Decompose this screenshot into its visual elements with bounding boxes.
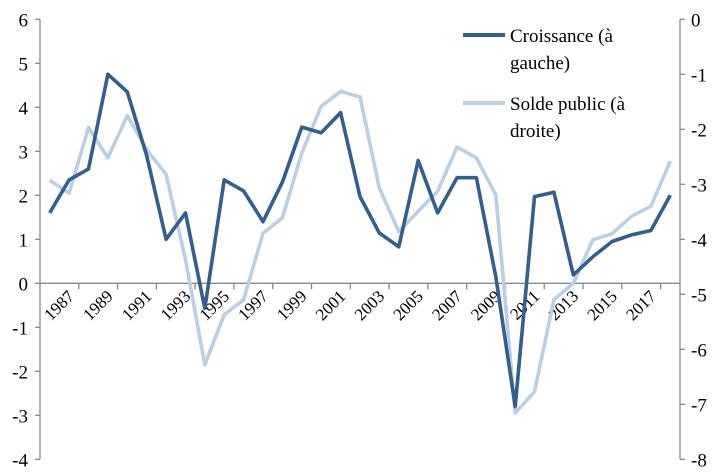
- x-tick-label: 2001: [312, 287, 349, 324]
- legend-label-solde-1: Solde public (à: [510, 94, 626, 115]
- x-tick-label: 2015: [583, 287, 620, 324]
- legend-label-croissance-2: gauche): [510, 53, 570, 74]
- left-tick-label: 0: [19, 274, 29, 295]
- left-tick-label: 2: [19, 186, 29, 207]
- left-tick-label: -1: [12, 318, 28, 339]
- left-tick-label: -3: [12, 406, 28, 427]
- left-tick-label: 1: [19, 230, 29, 251]
- points-croissance: [50, 74, 671, 406]
- series-line-croissance: [50, 74, 671, 406]
- x-tick-label: 1999: [273, 287, 310, 324]
- x-tick-label: 1997: [234, 286, 272, 324]
- right-tick-label: -4: [691, 230, 707, 251]
- right-tick-label: -3: [691, 175, 707, 196]
- legend: Croissance (à gauche) Solde public (à dr…: [463, 26, 626, 142]
- right-tick-label: -5: [691, 285, 707, 306]
- right-tick-label: 0: [691, 10, 701, 31]
- left-tick-label: 3: [19, 142, 29, 163]
- x-tick-label: 1987: [40, 286, 78, 324]
- right-tick-label: -2: [691, 120, 707, 141]
- x-tick-label: 1993: [157, 287, 194, 324]
- right-tick-label: -8: [691, 450, 707, 471]
- right-tick-label: -7: [691, 395, 707, 416]
- left-tick-label: 6: [19, 10, 29, 31]
- x-tick-label: 2007: [428, 286, 466, 324]
- x-tick-label: 1989: [79, 287, 116, 324]
- x-tick-label: 2003: [351, 287, 388, 324]
- left-tick-label: -4: [12, 450, 28, 471]
- x-tick-label: 2005: [390, 287, 427, 324]
- left-tick-label: 5: [19, 54, 29, 75]
- legend-label-solde-2: droite): [510, 121, 561, 142]
- left-tick-label: -2: [12, 362, 28, 383]
- right-tick-label: -6: [691, 340, 707, 361]
- x-tick-label: 2017: [622, 286, 660, 324]
- left-tick-label: 4: [19, 98, 29, 119]
- legend-label-croissance-1: Croissance (à: [510, 26, 613, 47]
- right-tick-label: -1: [691, 65, 707, 86]
- x-tick-label: 1991: [118, 287, 155, 324]
- series-group: [50, 74, 671, 413]
